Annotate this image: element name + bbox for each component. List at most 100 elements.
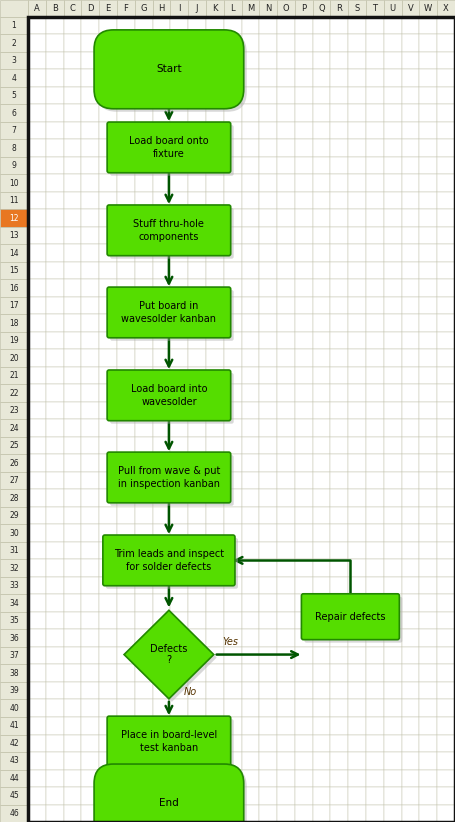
Bar <box>224 0 242 17</box>
Bar <box>0 542 28 560</box>
Bar <box>135 437 152 455</box>
Bar <box>135 244 152 262</box>
Bar <box>313 210 330 227</box>
Text: S: S <box>354 4 360 13</box>
Bar <box>420 630 437 647</box>
Bar <box>117 769 135 787</box>
Bar <box>117 472 135 489</box>
Bar <box>242 157 259 174</box>
Bar <box>46 227 64 244</box>
Bar <box>420 717 437 735</box>
Bar <box>99 402 117 419</box>
Bar <box>152 472 170 489</box>
Bar <box>384 52 402 70</box>
Bar <box>46 437 64 455</box>
Bar <box>206 349 224 367</box>
Bar <box>420 805 437 822</box>
Bar <box>170 332 188 349</box>
Bar <box>46 140 64 157</box>
Bar <box>81 560 99 577</box>
Bar <box>259 752 277 769</box>
Bar <box>366 437 384 455</box>
Bar <box>437 227 455 244</box>
Bar <box>152 70 170 87</box>
Bar <box>224 455 242 472</box>
Bar <box>152 262 170 279</box>
Bar <box>277 367 295 385</box>
Bar <box>81 52 99 70</box>
Bar <box>330 630 348 647</box>
Bar <box>295 157 313 174</box>
Bar <box>99 157 117 174</box>
Bar <box>259 612 277 630</box>
Bar <box>188 630 206 647</box>
Bar <box>420 402 437 419</box>
Bar <box>152 489 170 507</box>
Bar <box>81 805 99 822</box>
Bar <box>259 87 277 104</box>
Bar <box>28 612 46 630</box>
Bar <box>313 35 330 52</box>
Text: P: P <box>301 4 306 13</box>
Bar <box>206 489 224 507</box>
Bar <box>46 332 64 349</box>
Bar <box>117 87 135 104</box>
Bar <box>188 752 206 769</box>
Bar <box>81 682 99 700</box>
FancyBboxPatch shape <box>301 593 399 640</box>
Bar <box>64 700 81 717</box>
Bar <box>46 174 64 192</box>
Bar <box>313 560 330 577</box>
Text: X: X <box>443 4 449 13</box>
Bar <box>206 419 224 437</box>
Bar <box>277 769 295 787</box>
Bar <box>99 787 117 805</box>
Bar <box>313 17 330 35</box>
Bar <box>402 87 420 104</box>
Bar <box>28 192 46 210</box>
Bar <box>295 630 313 647</box>
Bar <box>420 52 437 70</box>
Bar <box>259 210 277 227</box>
Bar <box>366 279 384 297</box>
Bar <box>188 349 206 367</box>
Bar <box>28 594 46 612</box>
Bar <box>135 419 152 437</box>
Bar <box>152 437 170 455</box>
Bar <box>348 805 366 822</box>
Bar <box>28 560 46 577</box>
Bar <box>313 524 330 542</box>
Bar <box>437 524 455 542</box>
Bar <box>277 17 295 35</box>
Bar <box>188 647 206 664</box>
Bar <box>0 402 28 419</box>
Bar <box>420 577 437 594</box>
Bar <box>188 507 206 524</box>
Bar <box>420 385 437 402</box>
Bar <box>277 210 295 227</box>
Bar <box>170 0 188 17</box>
Bar <box>99 35 117 52</box>
Bar <box>277 472 295 489</box>
Bar <box>64 157 81 174</box>
Bar <box>152 87 170 104</box>
Bar <box>295 594 313 612</box>
Bar <box>259 385 277 402</box>
Bar <box>170 472 188 489</box>
Bar <box>420 0 437 17</box>
Bar <box>170 17 188 35</box>
Bar <box>366 367 384 385</box>
Bar <box>64 210 81 227</box>
Bar <box>420 87 437 104</box>
Text: 41: 41 <box>9 721 19 730</box>
Bar <box>366 507 384 524</box>
Bar <box>313 455 330 472</box>
Bar <box>330 332 348 349</box>
Bar <box>242 0 259 17</box>
Bar <box>348 717 366 735</box>
Bar <box>224 577 242 594</box>
Bar <box>81 489 99 507</box>
Text: 12: 12 <box>9 214 19 223</box>
Bar <box>224 787 242 805</box>
Bar <box>384 419 402 437</box>
